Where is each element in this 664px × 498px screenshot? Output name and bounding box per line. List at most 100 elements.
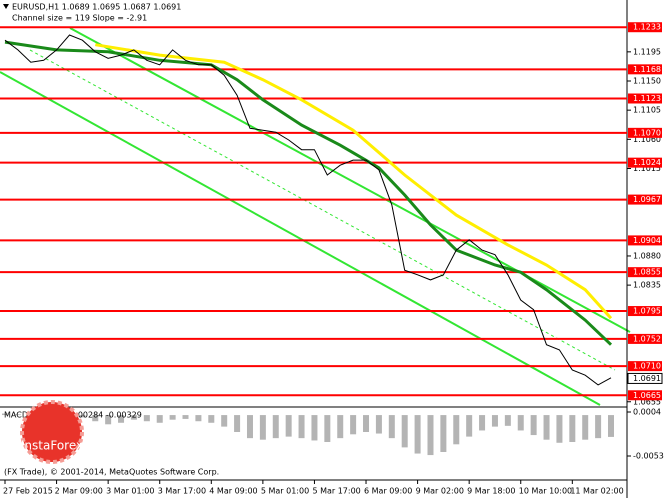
macd-bar xyxy=(298,415,305,439)
y-tick-label: 1.1060 xyxy=(633,135,661,144)
y-tick-label: 1.0880 xyxy=(633,251,661,260)
macd-bar xyxy=(169,415,176,420)
level-label: 1.1024 xyxy=(633,158,661,167)
level-label: 1.1070 xyxy=(633,128,661,137)
macd-bar xyxy=(543,415,550,440)
logo: InstaForex xyxy=(20,400,84,464)
level-tag xyxy=(628,22,662,33)
x-tick-label: 6 Mar 09:00 xyxy=(364,487,412,496)
y-tick-label: 1.1105 xyxy=(633,106,661,115)
macd-bar xyxy=(195,415,202,422)
x-tick-label: 5 Mar 17:00 xyxy=(312,487,360,496)
macd-bar xyxy=(595,415,602,439)
macd-bar xyxy=(234,415,241,432)
level-label: 1.1233 xyxy=(633,23,661,32)
macd-bar xyxy=(337,415,344,439)
level-tag xyxy=(628,306,662,317)
macd-tick-label: -0.00532 xyxy=(633,452,664,461)
macd-bar xyxy=(272,415,279,439)
level-label: 1.0752 xyxy=(633,334,661,343)
macd-bar xyxy=(427,415,434,456)
macd-bar xyxy=(118,415,125,423)
macd-bar xyxy=(221,415,228,427)
x-tick-label: 4 Mar 09:00 xyxy=(209,487,257,496)
macd-bar xyxy=(479,415,486,431)
macd-bar xyxy=(156,415,163,423)
macd-bar xyxy=(182,415,189,419)
moving-average xyxy=(95,43,613,320)
macd-bar xyxy=(569,415,576,442)
macd-bar xyxy=(2,413,8,416)
level-tag xyxy=(628,267,662,278)
macd-bar xyxy=(14,414,21,416)
y-tick-label: 1.0835 xyxy=(633,281,661,290)
x-tick-label: 3 Mar 17:00 xyxy=(158,487,206,496)
y-tick-label: 1.0655 xyxy=(633,397,661,406)
level-label: 1.1123 xyxy=(633,94,661,103)
macd-bar xyxy=(440,415,447,452)
header-icon xyxy=(3,4,9,9)
level-tag xyxy=(628,390,662,401)
macd-bar xyxy=(453,415,460,445)
macd-bar xyxy=(143,415,150,422)
level-label: 1.0904 xyxy=(633,236,661,245)
macd-bar xyxy=(556,415,563,443)
macd-bar xyxy=(324,415,331,442)
macd-bar xyxy=(517,415,524,431)
x-tick-label: 9 Mar 18:00 xyxy=(467,487,515,496)
macd-bar xyxy=(466,415,473,437)
macd-bar xyxy=(530,415,537,436)
level-tag xyxy=(628,127,662,138)
footer: (FX Trade), © 2001-2014, MetaQuotes Soft… xyxy=(4,468,219,477)
current-price-label: 1.0691 xyxy=(633,374,661,383)
y-tick-label: 1.1150 xyxy=(633,77,661,86)
logo-badge xyxy=(20,400,84,464)
x-tick-label: 5 Mar 01:00 xyxy=(261,487,309,496)
level-tag xyxy=(628,361,662,372)
macd-bar xyxy=(388,415,395,439)
level-tag xyxy=(628,64,662,75)
macd-bar xyxy=(105,415,112,425)
macd-bar xyxy=(491,415,498,427)
macd-bar xyxy=(414,415,421,454)
x-tick-label: 27 Feb 2015 xyxy=(3,487,53,496)
level-tag xyxy=(628,157,662,168)
x-tick-label: 10 Mar 10:00 xyxy=(519,487,572,496)
channel-lower xyxy=(0,71,601,406)
level-label: 1.0967 xyxy=(633,195,661,204)
level-tag xyxy=(628,235,662,246)
level-tag xyxy=(628,333,662,344)
macd-bar xyxy=(92,415,99,422)
level-label: 1.0855 xyxy=(633,268,661,277)
macd-bar xyxy=(401,415,408,448)
level-tag xyxy=(628,194,662,205)
price-line xyxy=(4,34,612,386)
macd-bar xyxy=(350,415,357,435)
macd-bar xyxy=(285,415,292,437)
level-tag xyxy=(628,93,662,104)
macd-bar xyxy=(608,415,614,437)
macd-bar xyxy=(582,415,589,440)
level-label: 1.0710 xyxy=(633,362,661,371)
x-tick-label: 3 Mar 01:00 xyxy=(106,487,154,496)
current-price-tag xyxy=(627,372,663,384)
macd-bar xyxy=(504,415,511,426)
level-label: 1.0795 xyxy=(633,307,661,316)
x-tick-label: 9 Mar 02:00 xyxy=(416,487,464,496)
macd-tick-label: 0.0004 xyxy=(633,408,661,417)
macd-bar xyxy=(363,415,370,432)
channel-info: Channel size = 119 Slope = -2.91 xyxy=(12,14,147,23)
y-tick-label: 1.1015 xyxy=(633,164,661,173)
macd-bar xyxy=(375,415,382,434)
logo-text: InstaForex xyxy=(21,439,83,453)
macd-bar xyxy=(311,415,318,441)
y-tick-label: 1.1195 xyxy=(633,47,661,56)
x-tick-label: 2 Mar 09:00 xyxy=(55,487,103,496)
macd-bar xyxy=(246,415,253,439)
level-label: 1.0665 xyxy=(633,391,661,400)
x-tick-label: 11 Mar 02:00 xyxy=(570,487,623,496)
level-label: 1.1168 xyxy=(633,65,661,74)
macd-bar xyxy=(79,415,86,418)
